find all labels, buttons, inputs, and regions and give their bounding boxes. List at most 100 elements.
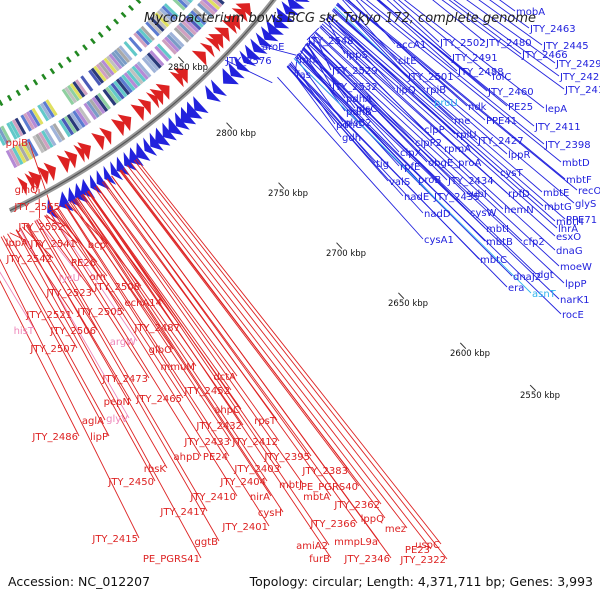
label-connector <box>297 53 400 167</box>
gene-label: valS <box>389 177 410 188</box>
cog-feature-block <box>14 117 27 135</box>
gene-label: plsC <box>356 104 377 115</box>
label-connector <box>441 0 565 90</box>
cog-feature-block <box>103 57 118 74</box>
forward-gene-arrow <box>222 68 239 85</box>
forward-gene-arrow <box>281 1 300 16</box>
label-connector <box>360 0 562 163</box>
gc-skew-mark <box>127 4 134 12</box>
label-connector <box>35 219 82 278</box>
cog-feature-block <box>123 40 138 57</box>
cog-feature-block <box>187 12 204 28</box>
cog-feature-block <box>144 54 160 71</box>
cog-feature-block <box>107 84 122 102</box>
gene-label: cfp2 <box>523 237 545 248</box>
cog-feature-block <box>118 45 133 61</box>
gene-label: JTY_2486 <box>31 432 78 443</box>
gene-label: PE_PGRS41 <box>143 554 200 565</box>
cog-feature-block <box>28 109 41 127</box>
forward-gene-arrow <box>266 20 284 35</box>
forward-gene-arrow <box>255 32 274 48</box>
label-connector <box>365 0 545 145</box>
cog-feature-block <box>178 22 195 38</box>
gene-label: uspC <box>415 540 440 551</box>
gene-label: fas <box>296 70 311 81</box>
gene-label: JTY_2487 <box>133 323 180 334</box>
label-connector <box>311 37 560 267</box>
label-connector <box>88 190 282 469</box>
cog-feature-block <box>41 130 54 149</box>
label-connector <box>325 18 556 222</box>
cog-feature-block <box>43 128 57 147</box>
forward-gene-arrow <box>250 38 268 54</box>
gene-label: JTY_2403 <box>233 464 280 475</box>
gene-label: lppR <box>508 150 530 161</box>
gc-skew-mark <box>15 89 21 97</box>
gene-label: JTY_2445 <box>542 41 589 52</box>
cog-feature-block <box>0 125 12 143</box>
cog-feature-block <box>176 24 192 41</box>
gene-label: pdhC <box>336 120 362 131</box>
gene-label: dnaJ2 <box>513 272 541 283</box>
label-connector <box>111 175 392 559</box>
label-connector <box>466 0 556 64</box>
cog-feature-block <box>161 38 178 55</box>
gene-label: JTY_2529 <box>331 66 378 77</box>
gene-label: clpP2 <box>415 138 442 149</box>
label-connector <box>286 66 404 197</box>
gene-label: JTY_2552 <box>17 222 64 233</box>
gene-label: JTY_2548 <box>307 36 354 47</box>
label-connector <box>331 10 543 193</box>
cog-feature-block <box>154 12 170 28</box>
kbp-tick-label: 2750 kbp <box>268 189 308 199</box>
label-connector <box>58 207 184 399</box>
cog-feature-block <box>128 36 143 53</box>
kbp-tick-label: 2550 kbp <box>520 391 560 401</box>
gene-label: rpmA <box>444 144 471 155</box>
label-connector <box>386 0 452 58</box>
gc-skew-mark <box>120 11 127 18</box>
cog-feature-block <box>45 99 58 117</box>
cog-feature-block <box>118 76 133 94</box>
label-connector <box>289 62 376 164</box>
label-connector <box>377 0 535 127</box>
gene-label: era <box>508 283 524 294</box>
gene-label: PE25 <box>508 102 533 113</box>
kbp-tick-label: 2600 kbp <box>450 349 490 359</box>
kbp-tick-label: 2800 kbp <box>216 129 256 139</box>
gene-label: mbtG <box>544 202 572 213</box>
label-connector <box>106 178 358 524</box>
forward-gene-arrow <box>210 79 227 97</box>
gene-label: hisT <box>14 326 35 337</box>
reverse-gene-arrow <box>205 37 221 52</box>
reverse-gene-arrow <box>43 162 56 181</box>
label-connector <box>432 0 486 43</box>
backbone-center-line <box>9 0 275 212</box>
gene-label: rplU <box>456 130 477 141</box>
forward-gene-arrow <box>96 170 110 190</box>
kbp-tick-label: 2850 kbp <box>168 63 208 73</box>
cog-feature-block <box>11 146 24 165</box>
gene-label: rpfE <box>400 162 420 173</box>
forward-gene-arrow <box>168 117 184 136</box>
gene-label: lppQ <box>361 514 384 525</box>
gene-label: bcp <box>88 240 106 251</box>
cog-feature-block <box>186 0 193 4</box>
reverse-gene-arrow <box>36 166 49 185</box>
reverse-gene-arrow <box>28 171 42 190</box>
cog-feature-block <box>83 102 97 120</box>
cog-feature-block <box>93 65 107 82</box>
gene-label: pepN <box>104 397 130 408</box>
cog-feature-block <box>173 26 190 43</box>
reverse-gene-arrow <box>99 127 112 145</box>
gene-label: nadD <box>424 209 451 220</box>
cog-feature-block <box>145 21 160 37</box>
label-connector <box>54 210 108 277</box>
cog-feature-block <box>20 141 33 161</box>
label-connector <box>297 53 434 197</box>
gene-label: lppS <box>346 50 368 61</box>
cog-feature-block <box>75 79 88 96</box>
label-connector <box>392 0 440 43</box>
cog-feature-block <box>177 0 188 9</box>
